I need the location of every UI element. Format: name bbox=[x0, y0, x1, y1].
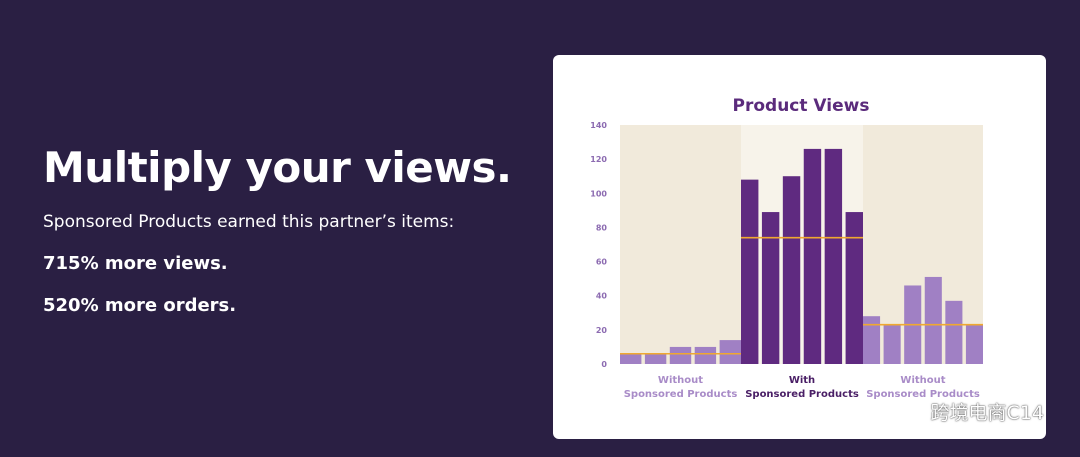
bar bbox=[694, 346, 717, 364]
stat-views: 715% more views. bbox=[43, 253, 228, 274]
product-views-chart: Product Views 0 20 40 60 80 100 120 140 Without S… bbox=[590, 96, 983, 400]
x-group-label-line1: Without bbox=[900, 375, 945, 386]
bar bbox=[719, 340, 741, 364]
y-tick-label: 40 bbox=[596, 292, 608, 301]
bar bbox=[669, 346, 692, 364]
chart-title: Product Views bbox=[733, 96, 870, 116]
x-group-label-line1: With bbox=[789, 375, 815, 386]
stat-orders: 520% more orders. bbox=[43, 295, 237, 316]
headline: Multiply your views. bbox=[43, 143, 512, 192]
bar bbox=[883, 324, 901, 364]
hero-text-block: Multiply your views. Sponsored Products … bbox=[43, 140, 513, 336]
bar bbox=[741, 179, 759, 364]
y-tick-label: 120 bbox=[590, 155, 607, 164]
y-tick-label: 0 bbox=[601, 360, 607, 369]
chart-region-2 bbox=[741, 125, 863, 364]
y-tick-label: 60 bbox=[596, 258, 608, 267]
x-group-label-line2: Sponsored Products bbox=[866, 389, 980, 400]
bar bbox=[782, 176, 801, 364]
x-group-label-line2: Sponsored Products bbox=[745, 389, 859, 400]
bar bbox=[945, 300, 963, 364]
bar bbox=[863, 316, 881, 364]
chart-region-1 bbox=[620, 125, 741, 364]
bar bbox=[965, 324, 983, 364]
y-tick-label: 100 bbox=[590, 189, 607, 198]
x-group-label-line1: Without bbox=[658, 375, 703, 386]
bar bbox=[845, 212, 863, 364]
x-group-label-line2: Sponsored Products bbox=[624, 389, 738, 400]
y-tick-label: 140 bbox=[590, 121, 607, 130]
bar bbox=[824, 148, 843, 364]
watermark-text: 跨境电商C14 bbox=[930, 402, 1044, 424]
chart-region-3 bbox=[863, 125, 983, 364]
bar bbox=[803, 148, 822, 364]
bar bbox=[644, 353, 667, 364]
bar bbox=[761, 212, 780, 364]
y-tick-label: 80 bbox=[596, 223, 608, 232]
chart-card: Product Views 0 20 40 60 80 100 120 140 Without S… bbox=[553, 55, 1046, 439]
intro-text: Sponsored Products earned this partner’s… bbox=[43, 212, 455, 232]
bar bbox=[924, 276, 942, 364]
y-tick-label: 20 bbox=[596, 326, 608, 335]
bar bbox=[620, 353, 642, 364]
watermark: 跨境电商C14 bbox=[899, 398, 1044, 425]
wechat-icon bbox=[899, 401, 924, 421]
